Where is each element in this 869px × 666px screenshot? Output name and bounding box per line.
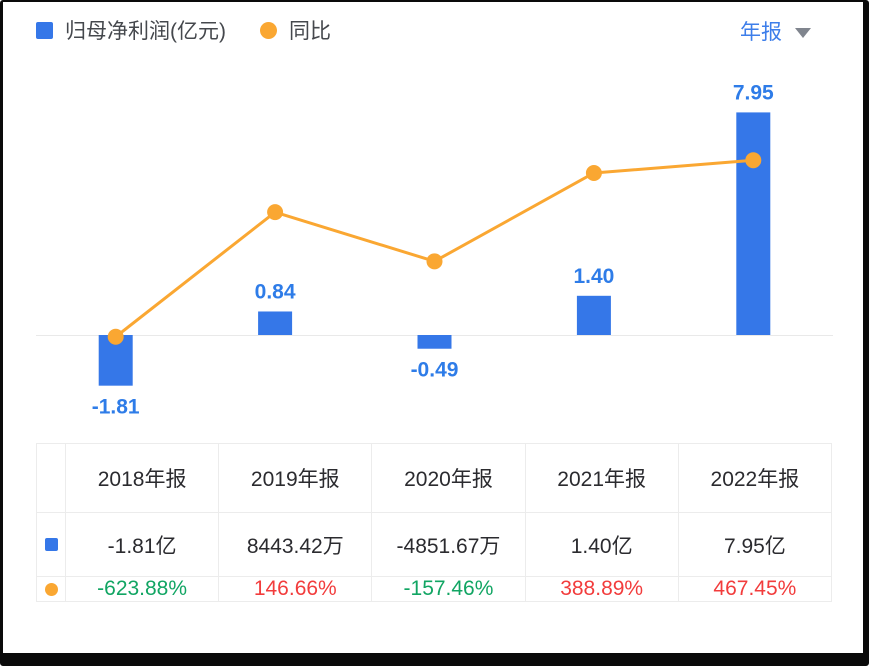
financials-table: 2018年报 2019年报 2020年报 2021年报 2022年报 -1.81亿 8443…: [36, 443, 833, 602]
bar-2019年报[interactable]: [258, 311, 293, 335]
value-cell: 467.45%: [677, 576, 833, 602]
legend-item-yoy[interactable]: 同比: [260, 15, 331, 45]
bar-2020年报[interactable]: [417, 335, 452, 349]
value-cell: -157.46%: [371, 576, 526, 602]
bar-2022年报[interactable]: [736, 112, 771, 336]
net-profit-row: -1.81亿 8443.42万 -4851.67万 1.40亿 7.95亿: [36, 512, 833, 577]
bar-value-label: 7.95: [733, 81, 774, 104]
year-header-cell: 2018年报: [64, 443, 220, 513]
year-header-cell: 2022年报: [677, 443, 833, 513]
yoy-marker-icon: [44, 582, 58, 596]
value-cell: 146.66%: [218, 576, 373, 602]
yoy-point-2019年报[interactable]: [267, 204, 284, 221]
yoy-point-2020年报[interactable]: [426, 253, 443, 270]
value-cell: 7.95亿: [677, 512, 833, 577]
series-marker-cell: [36, 512, 66, 577]
bar-value-label: -1.81: [92, 396, 140, 419]
bar-value-label: -0.49: [411, 359, 459, 382]
bar-value-label: 1.40: [573, 265, 614, 288]
period-selector-dropdown[interactable]: 年报: [740, 16, 811, 46]
legend-item-net-profit[interactable]: 归母净利润(亿元): [36, 15, 226, 45]
series-marker-cell: [36, 576, 66, 602]
yoy-point-2022年报[interactable]: [745, 152, 762, 169]
bar-2021年报[interactable]: [576, 295, 611, 335]
table-header-row: 2018年报 2019年报 2020年报 2021年报 2022年报: [36, 443, 833, 513]
year-header-cell: 2021年报: [524, 443, 679, 513]
year-header-cell: 2019年报: [218, 443, 373, 513]
value-cell: 8443.42万: [218, 512, 373, 577]
chart-legend: 归母净利润(亿元) 同比: [36, 15, 331, 45]
yoy-row: -623.88% 146.66% -157.46% 388.89% 467.45%: [36, 576, 833, 602]
yoy-swatch-icon: [260, 21, 277, 39]
value-cell: -1.81亿: [64, 512, 220, 577]
profit-chart: -1.81 0.84 -0.49 1.40 7.95: [36, 81, 833, 419]
period-selector-label: 年报: [740, 21, 782, 44]
legend-net-profit-label: 归母净利润(亿元): [65, 20, 226, 43]
corner-cell: [36, 443, 66, 513]
chevron-down-icon: [795, 27, 811, 38]
net-profit-swatch-icon: [36, 21, 53, 39]
legend-yoy-label: 同比: [289, 20, 331, 43]
net-profit-marker-icon: [44, 538, 58, 551]
value-cell: -4851.67万: [371, 512, 526, 577]
value-cell: 388.89%: [524, 576, 679, 602]
value-cell: 1.40亿: [524, 512, 679, 577]
bar-value-label: 0.84: [255, 280, 296, 303]
year-header-cell: 2020年报: [371, 443, 526, 513]
yoy-point-2018年报[interactable]: [107, 328, 124, 345]
value-cell: -623.88%: [64, 576, 220, 602]
yoy-line: [114, 158, 754, 338]
yoy-point-2021年报[interactable]: [585, 164, 602, 181]
